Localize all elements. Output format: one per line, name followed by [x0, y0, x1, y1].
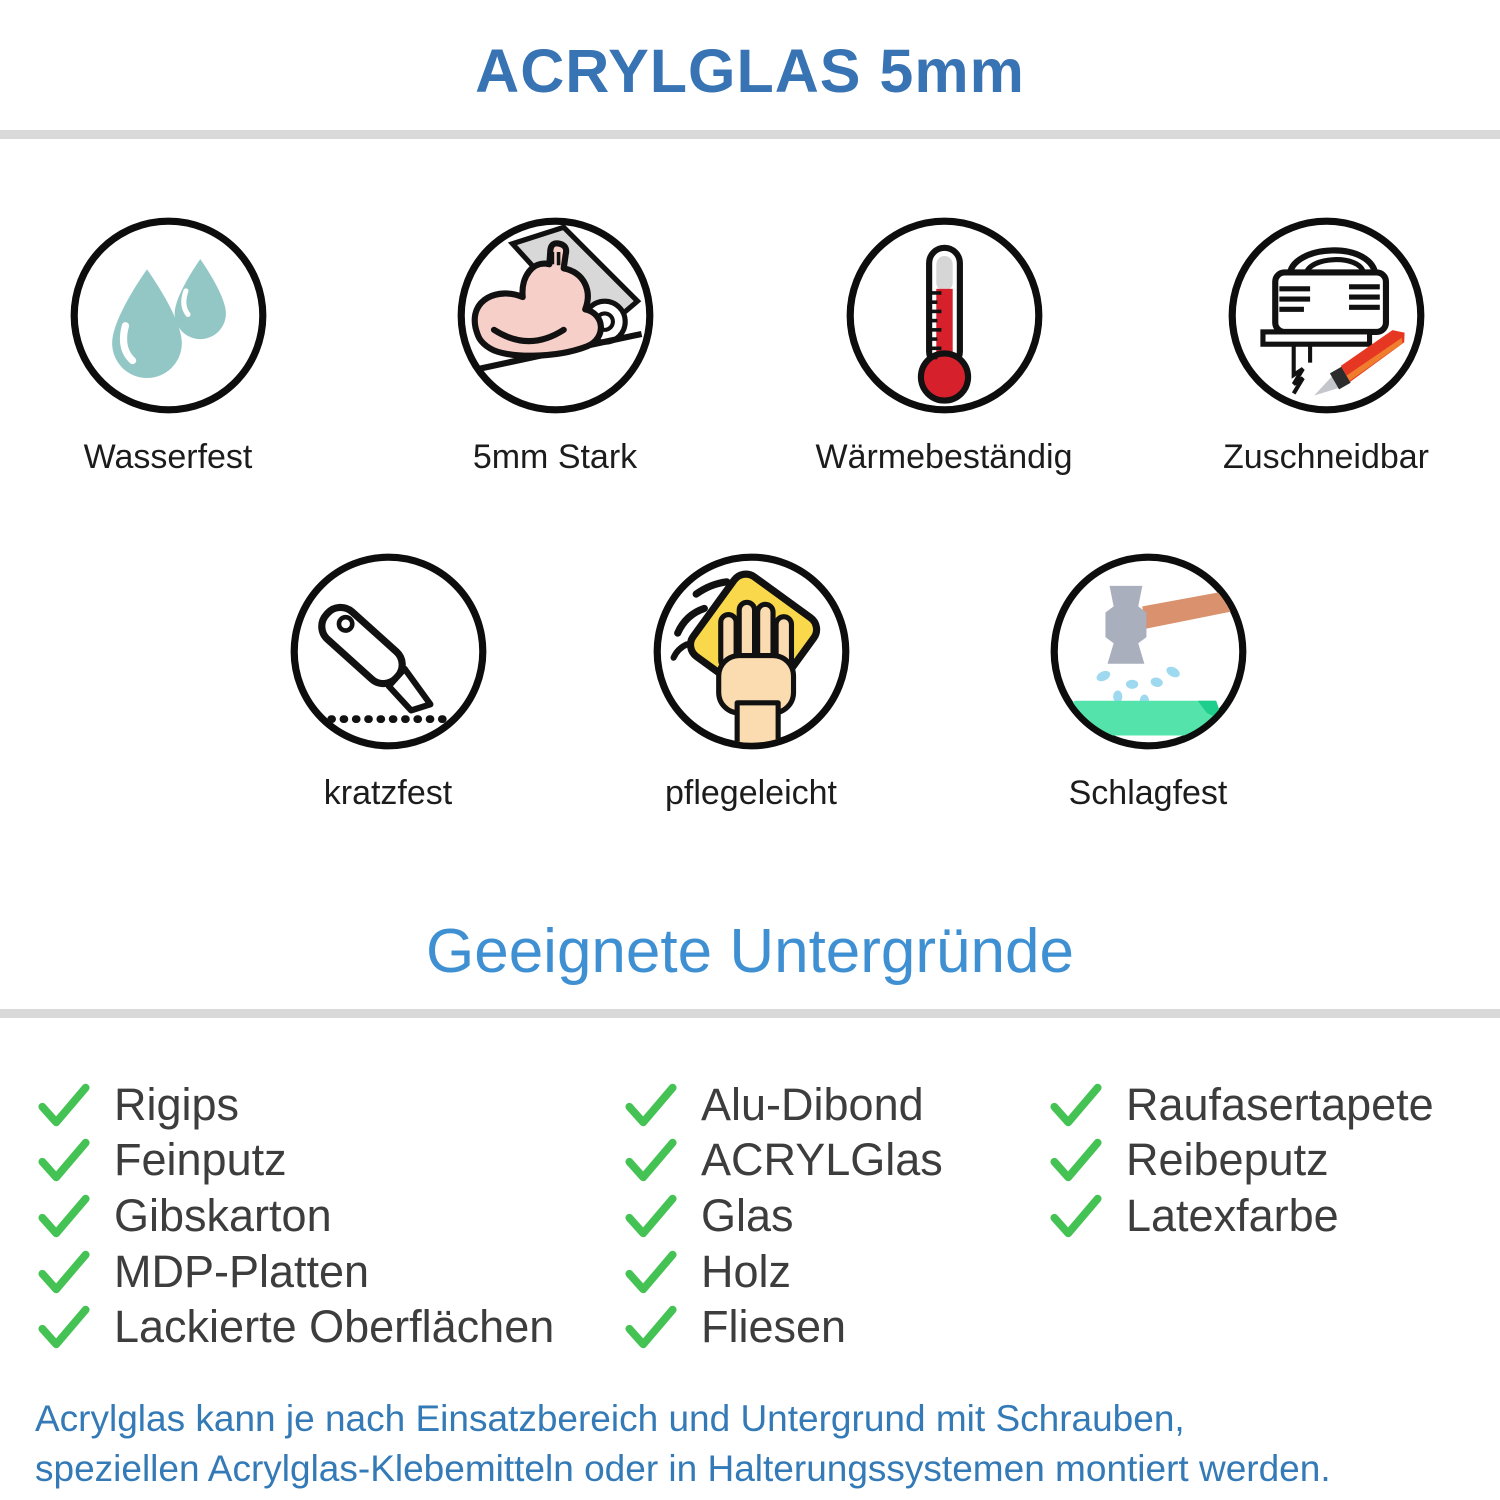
list-item: Feinputz [38, 1133, 554, 1189]
list-item: Raufasertapete [1050, 1077, 1434, 1133]
list-item: Glas [625, 1188, 943, 1244]
check-icon [38, 1139, 90, 1182]
substrate-column-2: Alu-Dibond ACRYLGlas Glas Holz Fliesen [625, 1077, 943, 1355]
list-item: Latexfarbe [1050, 1188, 1434, 1244]
page-title: ACRYLGLAS 5mm [475, 37, 1025, 105]
note-line-1: Acrylglas kann je nach Einsatzbereich un… [35, 1398, 1185, 1439]
muscle-arm-icon [457, 217, 653, 414]
list-item-label: Rigips [114, 1078, 240, 1130]
feature-item: 5mm Stark [385, 213, 725, 477]
list-item-label: ACRYLGlas [701, 1134, 943, 1186]
feature-label: Wärmebeständig [815, 438, 1073, 476]
list-item: Gibskarton [38, 1188, 554, 1244]
list-item: Holz [625, 1244, 943, 1300]
note-line-2: speziellen Acrylglas-Klebemitteln oder i… [35, 1448, 1331, 1489]
list-item: Lackierte Oberflächen [38, 1299, 554, 1355]
list-item-label: Fliesen [701, 1301, 847, 1353]
jigsaw-icon [1228, 217, 1424, 414]
feature-item: Wasserfest [0, 213, 338, 477]
divider-middle [0, 1009, 1500, 1018]
list-item: MDP-Platten [38, 1244, 554, 1300]
feature-label: 5mm Stark [472, 438, 638, 476]
list-item-label: Lackierte Oberflächen [114, 1301, 555, 1353]
feature-label: Zuschneidbar [1222, 438, 1429, 476]
check-icon [38, 1250, 90, 1293]
utility-knife-icon [290, 553, 486, 750]
divider-top [0, 130, 1500, 139]
check-icon [1050, 1194, 1102, 1238]
list-item-label: Latexfarbe [1126, 1189, 1339, 1241]
water-drops-icon [70, 217, 266, 414]
substrate-column-3: Raufasertapete Reibeputz Latexfarbe [1050, 1077, 1434, 1244]
list-item-label: Gibskarton [114, 1189, 332, 1241]
thermometer-icon [846, 217, 1042, 414]
check-icon [625, 1139, 677, 1182]
feature-label: Schlagfest [1068, 774, 1228, 812]
feature-item: Zuschneidbar [1156, 213, 1496, 477]
feature-item: pflegeleicht [581, 549, 921, 813]
substrate-column-1: Rigips Feinputz Gibskarton MDP-Platten L… [38, 1077, 554, 1355]
list-item-label: Raufasertapete [1126, 1078, 1434, 1130]
list-item: Fliesen [625, 1299, 943, 1355]
check-icon [625, 1250, 677, 1293]
check-icon [38, 1194, 90, 1238]
feature-label: pflegeleicht [664, 774, 837, 812]
feature-item: kratzfest [218, 549, 558, 813]
list-item-label: Glas [701, 1189, 794, 1241]
list-item: ACRYLGlas [625, 1133, 943, 1189]
list-item-label: Reibeputz [1126, 1134, 1329, 1186]
list-item-label: Alu-Dibond [701, 1078, 924, 1130]
list-item-label: Feinputz [114, 1134, 287, 1186]
section-heading: Geeignete Untergründe [425, 917, 1074, 986]
list-item: Alu-Dibond [625, 1077, 943, 1133]
check-icon [625, 1305, 677, 1349]
feature-label: kratzfest [323, 774, 453, 812]
check-icon [38, 1305, 90, 1349]
check-icon [38, 1083, 90, 1127]
wiping-hand-icon [653, 553, 849, 750]
mounting-note: Acrylglas kann je nach Einsatzbereich un… [35, 1394, 1331, 1494]
check-icon [1050, 1139, 1102, 1182]
list-item-label: Holz [701, 1245, 792, 1297]
check-icon [625, 1194, 677, 1238]
feature-label: Wasserfest [83, 438, 253, 476]
list-item: Reibeputz [1050, 1133, 1434, 1189]
hammer-icon [1050, 553, 1246, 750]
feature-item: Schlagfest [978, 549, 1318, 813]
check-icon [1050, 1083, 1102, 1127]
feature-item: Wärmebeständig [774, 213, 1114, 477]
list-item-label: MDP-Platten [114, 1245, 370, 1297]
list-item: Rigips [38, 1077, 554, 1133]
check-icon [625, 1083, 677, 1127]
